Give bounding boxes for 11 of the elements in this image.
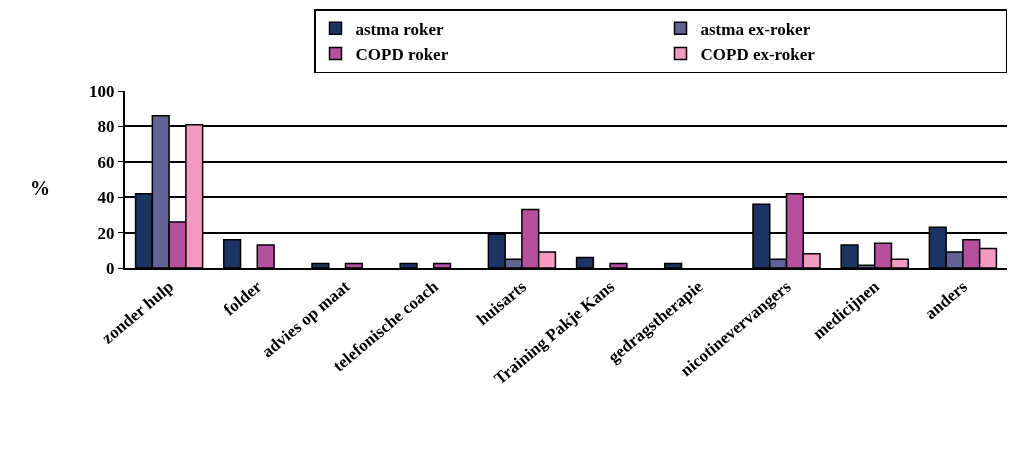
legend-label: COPD roker	[355, 45, 449, 65]
y-tick-label: 80	[97, 117, 115, 137]
y-tick-label: 0	[106, 258, 115, 278]
y-axis-title: %	[30, 177, 50, 199]
legend-label: COPD ex-roker	[700, 45, 816, 65]
y-tick-label: 40	[97, 188, 115, 208]
y-tick-label: 60	[97, 152, 115, 172]
y-tick-label: 100	[89, 81, 115, 101]
legend-label: astma roker	[355, 19, 444, 39]
y-tick-label: 20	[97, 223, 115, 243]
legend-label: astma ex-roker	[700, 19, 811, 39]
